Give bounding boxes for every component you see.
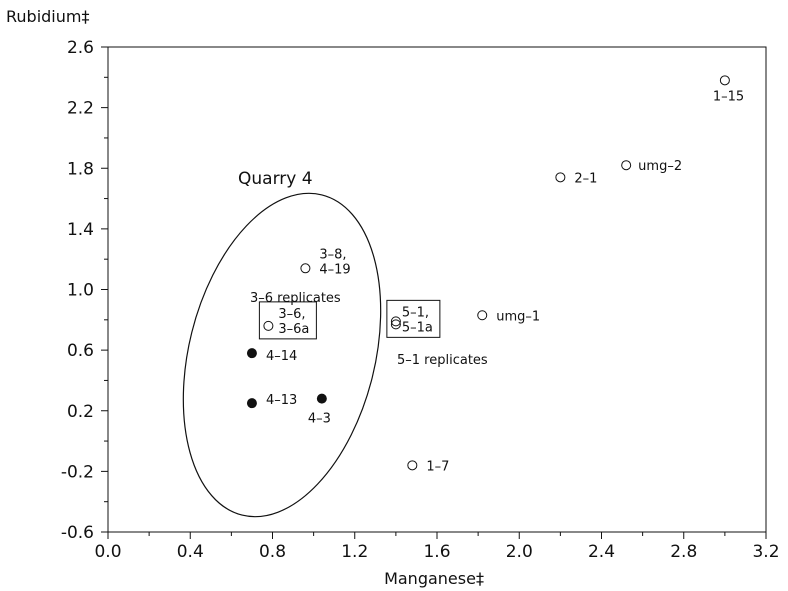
x-tick-label: 0.8: [259, 542, 286, 562]
y-axis-label: Rubidium‡: [6, 7, 89, 26]
y-tick-label: 1.4: [67, 220, 94, 240]
point-label: 5–1,: [402, 305, 429, 320]
point-label-line2: 3–6a: [278, 322, 309, 337]
open-point: [621, 160, 632, 171]
point-label-line2: 4–19: [319, 262, 350, 277]
x-tick-label: 1.2: [341, 542, 368, 562]
open-point: [555, 172, 566, 183]
point-label: 4–3: [308, 412, 331, 427]
y-tick-label: -0.2: [61, 462, 94, 482]
filled-point: [246, 348, 257, 359]
x-tick-label: 2.8: [670, 542, 697, 562]
y-tick-label: -0.6: [61, 523, 94, 543]
filled-point: [246, 398, 257, 409]
point-label: 3–8,: [319, 247, 346, 262]
x-tick-label: 3.2: [752, 542, 779, 562]
filled-point: [316, 393, 327, 404]
y-tick-label: 1.8: [67, 159, 94, 179]
axis-tick-labels: 0.0 0.4 0.8 1.2 1.6 2.0 2.4 2.8 3.2 -0.6 -0.2 0.2 0.…: [61, 38, 780, 562]
point-label: 4–13: [266, 393, 297, 408]
open-point: [719, 75, 730, 86]
y-tick-label: 2.6: [67, 38, 94, 58]
point-label: 1–15: [713, 89, 744, 104]
quarry-4-ellipse: [182, 192, 382, 518]
axis-ticks: [101, 46, 767, 539]
replicate-box: [258, 301, 317, 340]
replicate-box: [386, 299, 441, 338]
point-label: 4–14: [266, 349, 297, 364]
data-points: 1–15 umg–2 2–1 3–8,4–19 3–6,3–6a 5–1,5–1a umg–…: [246, 75, 744, 474]
x-tick-label: 1.6: [423, 542, 450, 562]
replicates-5-1-label: 5–1 replicates: [397, 353, 488, 368]
y-tick-label: 1.0: [67, 281, 94, 301]
y-tick-label: 0.2: [67, 402, 94, 422]
open-point: [477, 310, 488, 321]
open-point: [263, 320, 274, 331]
x-tick-label: 2.0: [506, 542, 533, 562]
replicates-3-6-label: 3–6 replicates: [250, 291, 341, 306]
point-label-line2: 5–1a: [402, 320, 433, 335]
x-axis-label: Manganese‡: [384, 569, 484, 588]
point-label: umg–2: [638, 159, 682, 174]
point-label: 3–6,: [278, 307, 305, 322]
point-label: 1–7: [426, 459, 449, 474]
y-tick-label: 2.2: [67, 99, 94, 119]
x-tick-label: 2.4: [588, 542, 615, 562]
point-label: umg–1: [496, 309, 540, 324]
open-point-replicate: [390, 316, 401, 327]
y-tick-label: 0.6: [67, 341, 94, 361]
x-tick-label: 0.4: [177, 542, 204, 562]
open-point: [407, 460, 418, 471]
open-point: [300, 263, 311, 274]
open-point: [390, 319, 401, 330]
x-tick-label: 0.0: [94, 542, 121, 562]
quarry-4-label: Quarry 4: [238, 169, 313, 189]
point-label: 2–1: [574, 171, 597, 186]
